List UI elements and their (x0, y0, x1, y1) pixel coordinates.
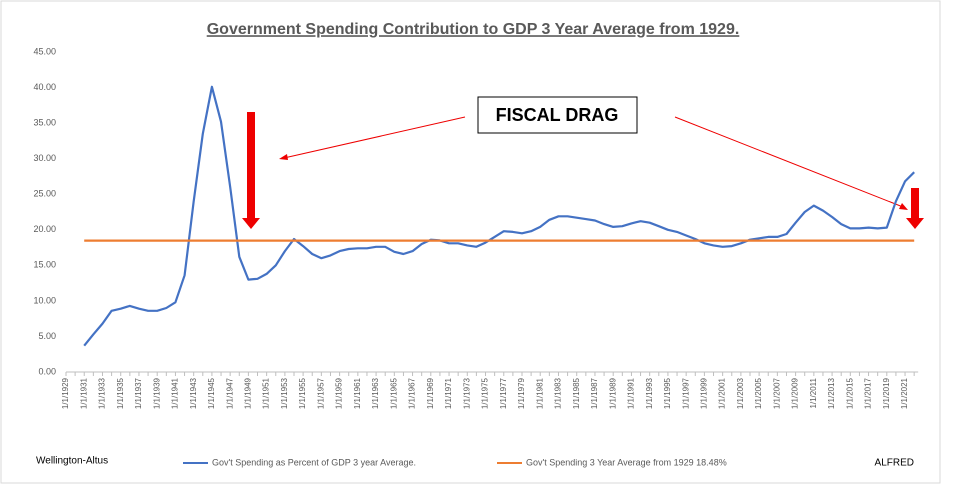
x-tick-label: 1/1/1977 (499, 377, 508, 409)
x-tick-label: 1/1/1969 (426, 377, 435, 409)
y-tick-label: 25.00 (33, 189, 56, 199)
y-tick-label: 45.00 (33, 46, 56, 56)
arrow-head (906, 218, 924, 229)
x-tick-label: 1/1/1931 (79, 377, 88, 409)
x-tick-label: 1/1/2015 (845, 377, 854, 409)
x-tick-label: 1/1/2005 (754, 377, 763, 409)
pointer-head (279, 154, 288, 160)
x-tick-label: 1/1/2021 (900, 377, 909, 409)
x-tick-label: 1/1/1999 (700, 377, 709, 409)
x-tick-label: 1/1/1941 (171, 377, 180, 409)
x-tick-label: 1/1/1963 (371, 377, 380, 409)
x-tick-label: 1/1/1971 (444, 377, 453, 409)
legend-label: Gov't Spending as Percent of GDP 3 year … (212, 457, 416, 467)
author: ALFRED (875, 458, 914, 469)
x-tick-label: 1/1/2011 (809, 377, 818, 408)
x-tick-label: 1/1/1993 (645, 377, 654, 409)
x-tick-label: 1/1/1939 (152, 377, 161, 409)
y-tick-label: 15.00 (33, 260, 56, 270)
pointer-head (899, 203, 908, 210)
x-tick-label: 1/1/2017 (864, 377, 873, 409)
x-tick-label: 1/1/1937 (134, 377, 143, 409)
source: Wellington-Altus (36, 456, 108, 467)
x-tick-label: 1/1/1987 (590, 377, 599, 409)
x-tick-label: 1/1/2001 (718, 377, 727, 409)
arrow-shaft (247, 112, 255, 218)
x-tick-label: 1/1/1959 (335, 377, 344, 409)
annotation: FISCAL DRAG (496, 105, 619, 125)
x-tick-label: 1/1/1975 (481, 377, 490, 409)
x-tick-label: 1/1/1957 (316, 377, 325, 409)
x-tick-label: 1/1/2007 (772, 377, 781, 409)
y-tick-label: 35.00 (33, 117, 56, 127)
x-tick-label: 1/1/1947 (225, 377, 234, 409)
y-tick-label: 10.00 (33, 295, 56, 305)
x-tick-label: 1/1/1961 (353, 377, 362, 409)
chart-border (0, 0, 941, 484)
x-tick-label: 1/1/2013 (827, 377, 836, 409)
chart-title: Government Spending Contribution to GDP … (207, 21, 740, 38)
x-tick-label: 1/1/1979 (517, 377, 526, 409)
x-tick-label: 1/1/1981 (535, 377, 544, 409)
arrow-head (242, 218, 260, 229)
x-tick-label: 1/1/2009 (791, 377, 800, 409)
x-tick-label: 1/1/1965 (389, 377, 398, 409)
x-tick-label: 1/1/1973 (462, 377, 471, 409)
x-tick-label: 1/1/1989 (608, 377, 617, 409)
x-tick-label: 1/1/1929 (61, 377, 70, 409)
x-tick-label: 1/1/2003 (736, 377, 745, 409)
x-tick-label: 1/1/1949 (244, 377, 253, 409)
x-tick-label: 1/1/1933 (98, 377, 107, 409)
y-tick-label: 5.00 (38, 331, 56, 341)
x-tick-label: 1/1/1935 (116, 377, 125, 409)
x-tick-label: 1/1/1953 (280, 377, 289, 409)
x-tick-label: 1/1/1997 (681, 377, 690, 409)
x-tick-label: 1/1/2019 (882, 377, 891, 409)
pointer-line (674, 116, 904, 208)
annotation-box (477, 96, 638, 134)
x-tick-label: 1/1/1995 (663, 377, 672, 409)
x-tick-label: 1/1/1955 (298, 377, 307, 409)
pointer-line (283, 116, 466, 159)
legend-label: Gov't Spending 3 Year Average from 1929 … (526, 457, 727, 467)
y-tick-label: 30.00 (33, 153, 56, 163)
y-tick-label: 0.00 (38, 366, 56, 376)
x-tick-label: 1/1/1991 (627, 377, 636, 409)
x-tick-label: 1/1/1983 (554, 377, 563, 409)
x-tick-label: 1/1/1951 (262, 377, 271, 409)
x-tick-label: 1/1/1985 (572, 377, 581, 409)
x-tick-label: 1/1/1945 (207, 377, 216, 409)
x-tick-label: 1/1/1943 (189, 377, 198, 409)
y-tick-label: 40.00 (33, 82, 56, 92)
y-tick-label: 20.00 (33, 224, 56, 234)
arrow-shaft (911, 188, 919, 218)
x-tick-label: 1/1/1967 (408, 377, 417, 409)
series-line (83, 85, 915, 347)
